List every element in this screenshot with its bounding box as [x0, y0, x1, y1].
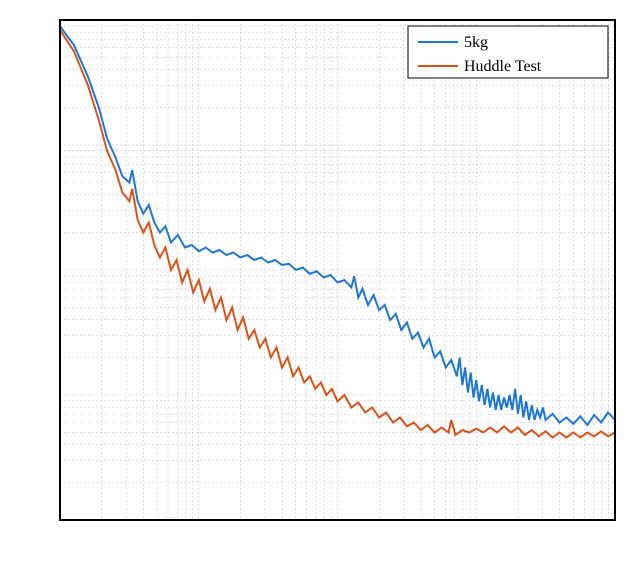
- legend: 5kg Huddle Test: [408, 26, 608, 78]
- chart-container: 5kg Huddle Test: [0, 0, 634, 580]
- legend-label-1: Huddle Test: [464, 58, 542, 75]
- legend-label-0: 5kg: [464, 34, 488, 51]
- chart-svg: 5kg Huddle Test: [0, 0, 634, 580]
